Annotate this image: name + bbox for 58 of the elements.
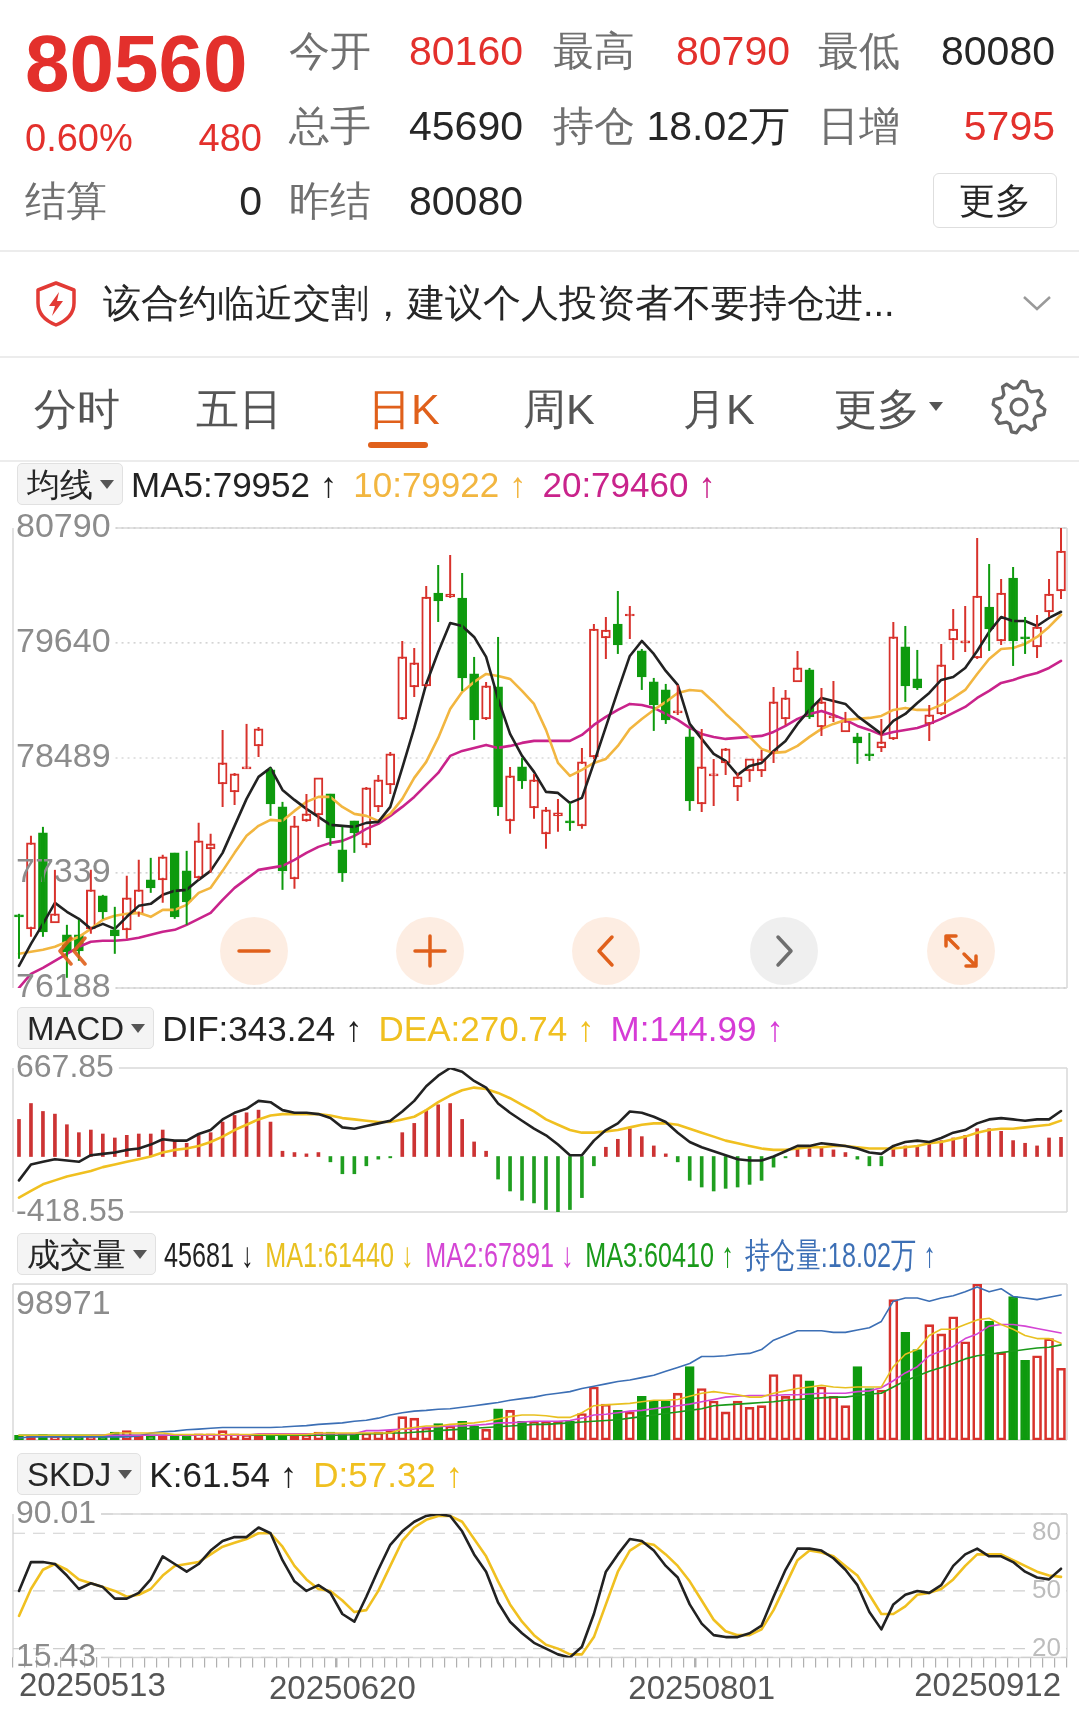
- text: 昨结: [289, 178, 371, 226]
- text: 480: [198, 117, 262, 161]
- text: 持仓: [553, 103, 635, 151]
- series-label: D:57.32 ↑: [313, 1454, 464, 1494]
- text: 月K: [683, 385, 755, 435]
- text: 周K: [523, 385, 595, 435]
- text: 45681 ↓: [164, 1234, 254, 1274]
- y-tick-label: 667.85: [16, 1047, 114, 1084]
- y-tick-label: 90.01: [16, 1493, 97, 1530]
- y-tick-label: -418.55: [16, 1191, 125, 1228]
- text: 80790: [675, 28, 790, 76]
- y2-tick-label: 80: [1032, 1516, 1061, 1547]
- text: MA2:67891 ↓: [425, 1234, 574, 1274]
- legend-title: SKDJ: [27, 1455, 112, 1493]
- y-tick-label: 79640: [16, 621, 111, 660]
- text: 日K: [368, 385, 440, 435]
- text: MA3:60410 ↑: [585, 1234, 734, 1274]
- text: MA5:79952 ↑: [131, 464, 338, 504]
- text: 18.02万: [646, 103, 790, 151]
- text: 5795: [963, 103, 1055, 151]
- text: 最高: [553, 28, 635, 76]
- text: 0: [239, 178, 262, 226]
- text: 五日: [196, 385, 282, 435]
- series-label: DEA:270.74 ↑: [378, 1008, 595, 1048]
- legend-title: 均线: [27, 465, 93, 503]
- text: 0.60%: [25, 117, 133, 161]
- text: 日增: [818, 103, 900, 151]
- text: 该合约临近交割，建议个人投资者不要持仓进...: [103, 282, 895, 326]
- text: MA1:61440 ↓: [265, 1234, 414, 1274]
- text: 最低: [818, 28, 900, 76]
- text: 总手: [289, 103, 371, 151]
- text: 10:79922 ↑: [353, 464, 527, 504]
- text: 20250912: [914, 1665, 1061, 1703]
- text: M:144.99 ↑: [610, 1008, 784, 1048]
- text: 更多: [834, 385, 920, 435]
- text: 45690: [409, 103, 524, 151]
- text: DIF:343.24 ↑: [162, 1008, 363, 1048]
- y2-tick-label: 20: [1032, 1631, 1061, 1662]
- series-label: 持仓量:18.02万 ↑: [745, 1234, 936, 1274]
- y-tick-label: 80790: [16, 506, 111, 545]
- text: 80560: [25, 18, 248, 110]
- text: 80080: [409, 178, 524, 226]
- text: 20:79460 ↑: [542, 464, 716, 504]
- text: 80160: [409, 28, 524, 76]
- text: 今开: [289, 28, 371, 76]
- y-tick-label: 78489: [16, 736, 111, 775]
- series-label: K:61.54 ↑: [149, 1454, 298, 1494]
- y2-tick-label: 50: [1032, 1574, 1061, 1605]
- text: 80080: [940, 28, 1055, 76]
- x-tick-label: 20250620: [268, 1669, 416, 1707]
- annotation: 98971: [16, 1283, 111, 1322]
- text: 结算: [25, 178, 107, 226]
- button: 更多: [933, 173, 1057, 228]
- y-tick-label: 76188: [16, 966, 111, 1005]
- x-tick-label: 20250801: [628, 1669, 776, 1707]
- legend-title: 成交量: [27, 1235, 126, 1273]
- legend-title: MACD: [27, 1009, 125, 1047]
- text: 分时: [34, 385, 120, 435]
